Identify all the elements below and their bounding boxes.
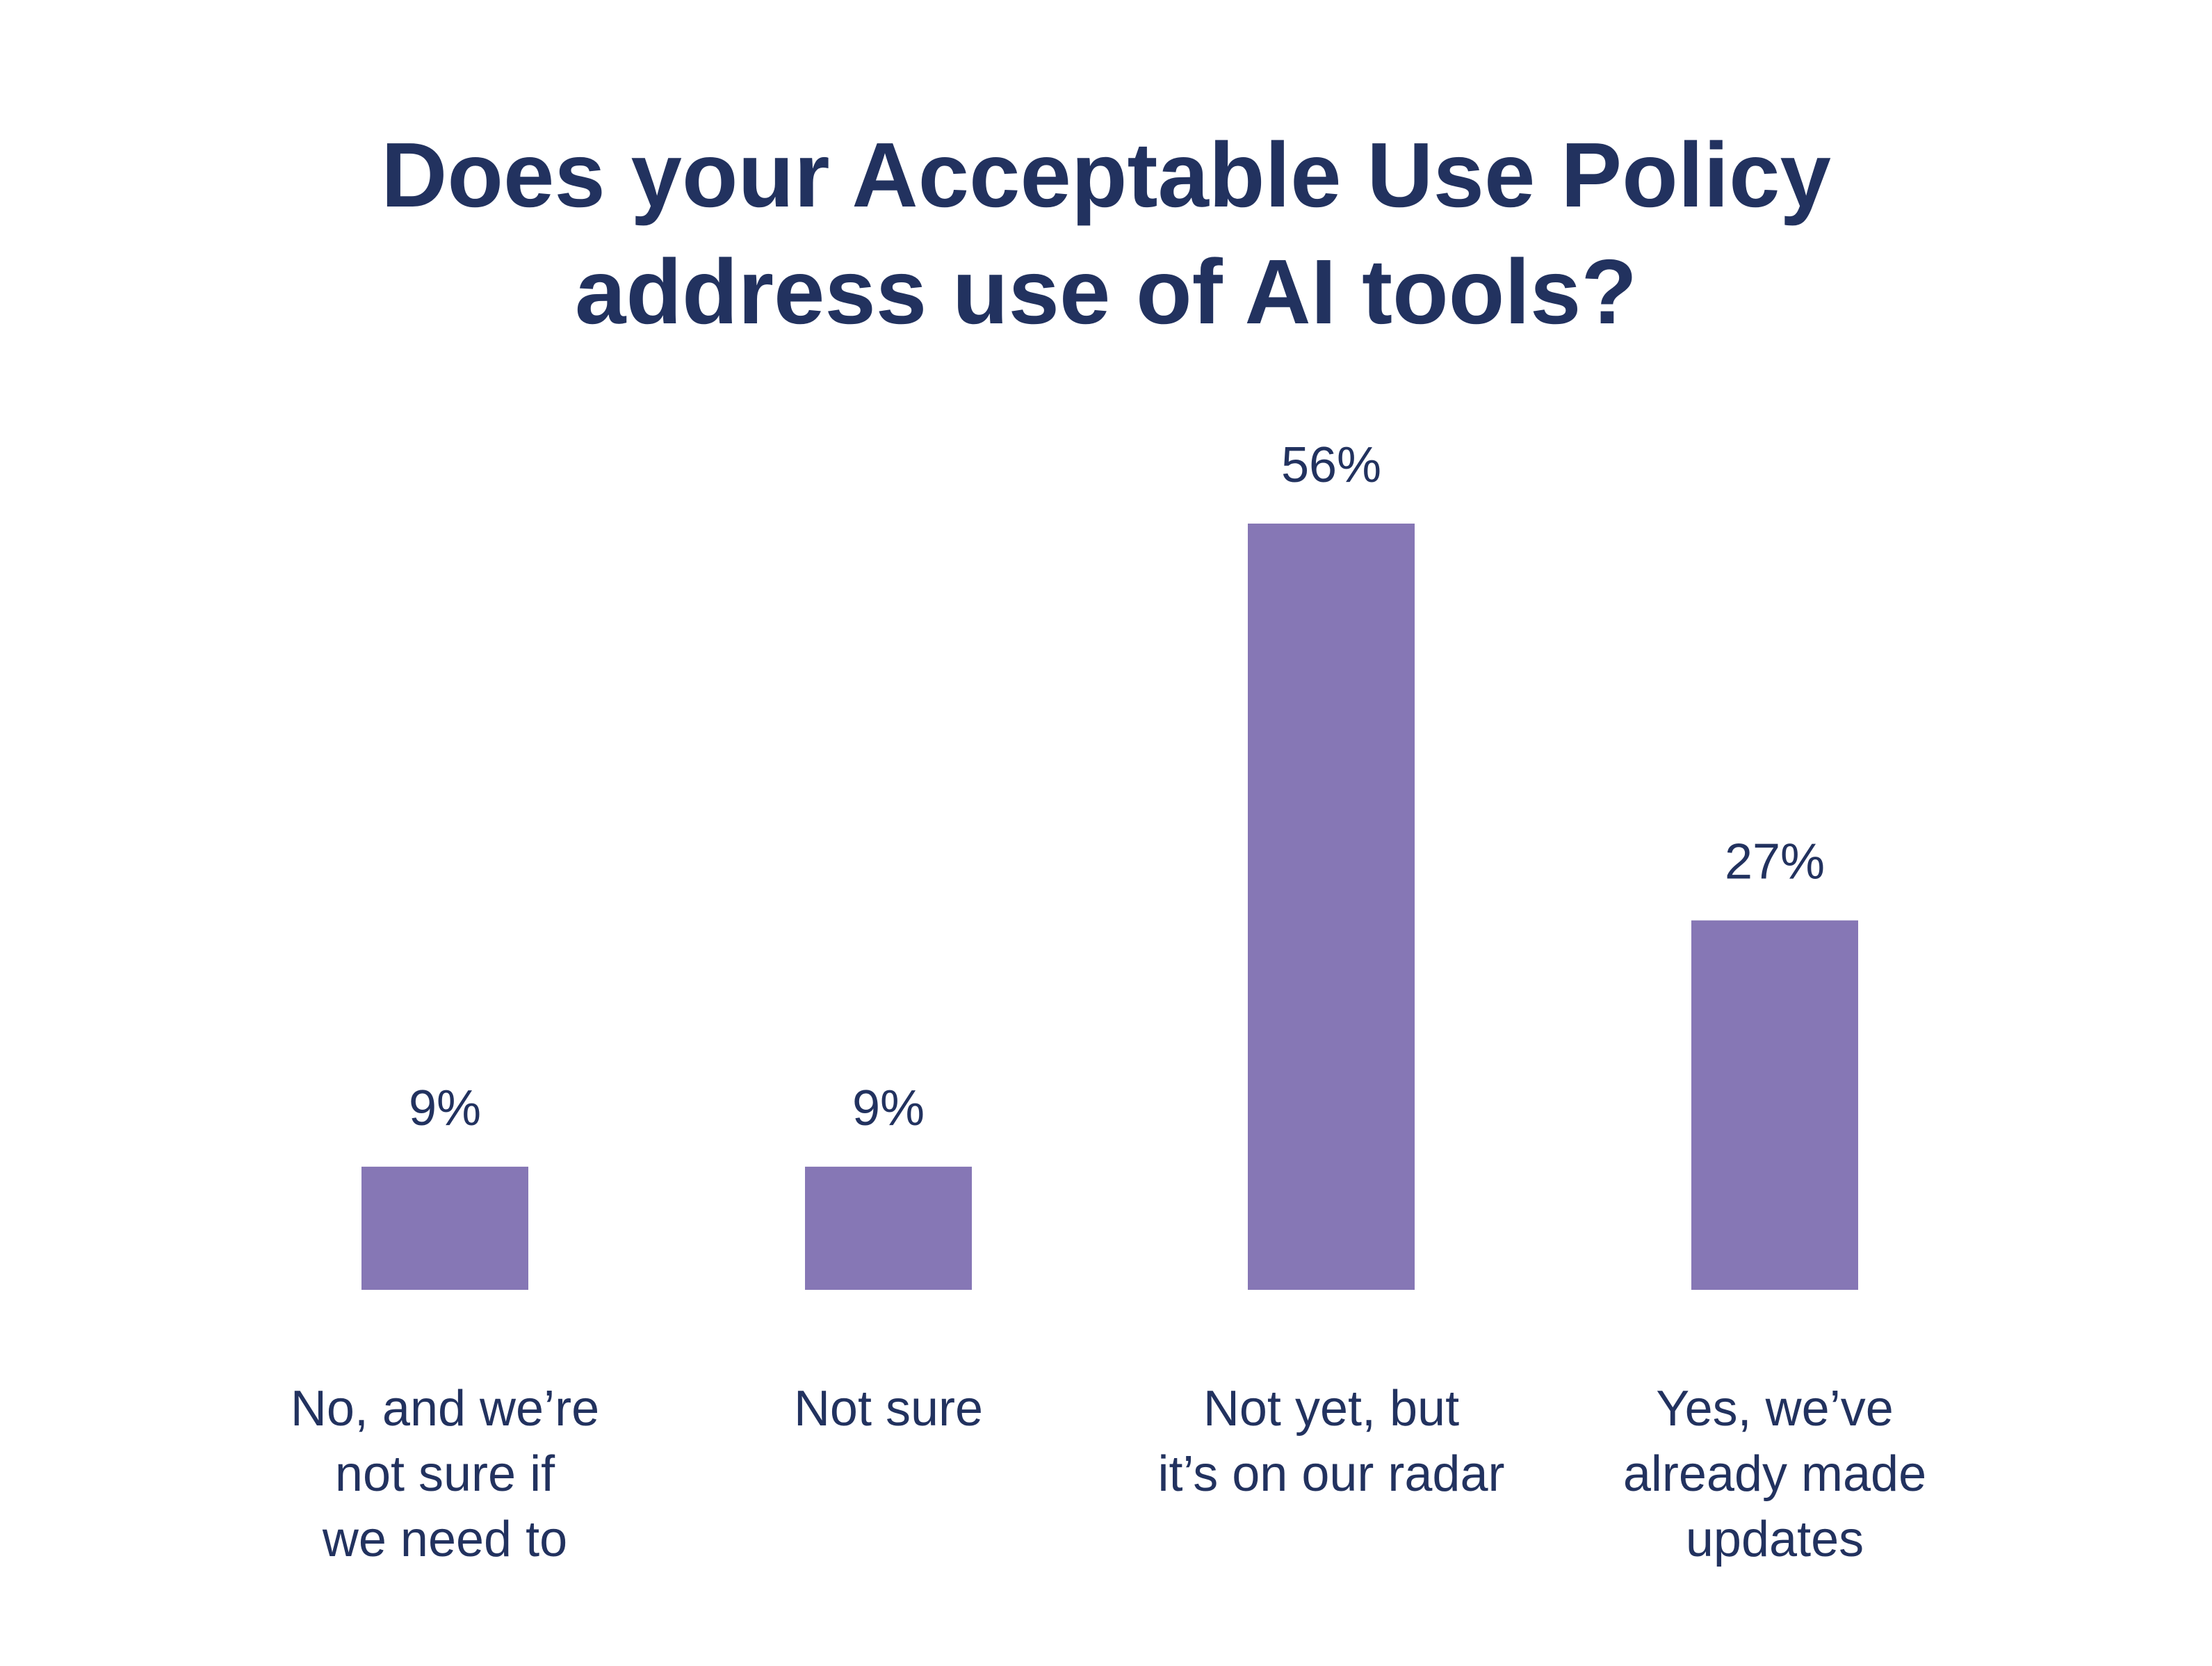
category-label-4-line-1: Yes, we’ve — [1656, 1381, 1894, 1437]
bar-3 — [1248, 524, 1415, 1290]
value-label-4: 27% — [1725, 834, 1825, 890]
value-label-2: 9% — [852, 1081, 925, 1136]
category-label-4-line-3: updates — [1686, 1512, 1864, 1567]
chart-title-line-1: Does your Acceptable Use Policy — [381, 124, 1831, 226]
category-label-4-line-2: already made — [1623, 1446, 1926, 1502]
category-label-1-line-3: we need to — [322, 1512, 567, 1567]
bar-2 — [805, 1166, 972, 1290]
chart-title-line-2: address use of AI tools? — [574, 241, 1638, 343]
category-label-2-line-1: Not sure — [794, 1381, 983, 1437]
category-label-3-line-1: Not yet, but — [1203, 1381, 1459, 1437]
bar-4 — [1691, 920, 1858, 1290]
category-label-3-line-2: it’s on our radar — [1158, 1446, 1505, 1502]
value-label-1: 9% — [409, 1081, 481, 1136]
value-label-3: 56% — [1281, 437, 1381, 493]
category-label-1-line-2: not sure if — [335, 1446, 555, 1502]
category-label-1-line-1: No, and we’re — [291, 1381, 599, 1437]
bar-1 — [361, 1166, 528, 1290]
